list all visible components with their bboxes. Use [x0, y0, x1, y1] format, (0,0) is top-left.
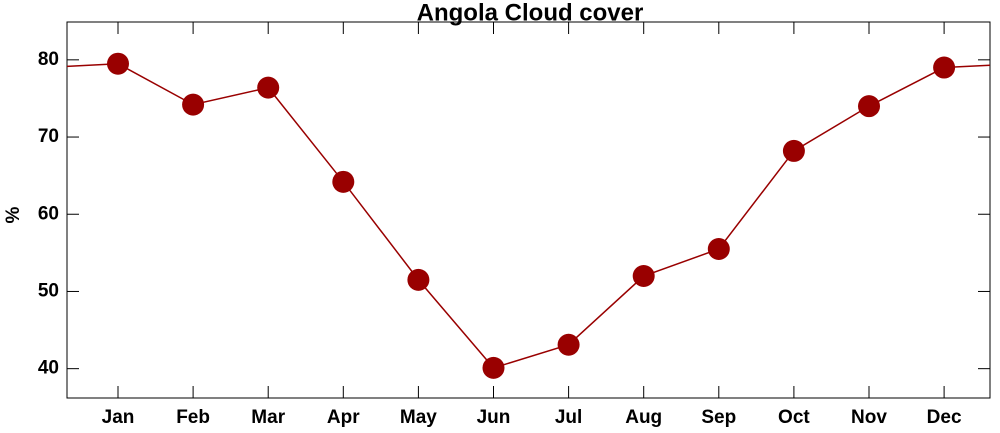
data-point — [407, 268, 430, 291]
data-point — [332, 170, 355, 193]
data-point — [182, 93, 205, 116]
data-point — [858, 95, 880, 118]
data-point — [107, 52, 129, 75]
chart-title: Angola Cloud cover — [417, 0, 644, 26]
series-line — [117, 63, 945, 369]
x-tick-label: Jun — [477, 407, 511, 428]
y-tick-label: 80 — [38, 49, 59, 70]
y-axis-label: % — [3, 206, 24, 223]
y-tick-label: 40 — [38, 358, 59, 379]
wrap-line — [67, 62, 119, 68]
data-point — [257, 76, 280, 99]
x-tick-label: Apr — [327, 407, 360, 428]
data-point — [557, 333, 580, 356]
data-point — [632, 265, 655, 288]
x-tick-label: Aug — [625, 407, 662, 428]
plot-area — [67, 62, 990, 69]
data-point — [782, 139, 805, 162]
x-tick-label: Oct — [778, 407, 810, 428]
x-tick-label: Feb — [176, 407, 210, 428]
plot-frame — [66, 21, 991, 399]
wrap-line — [944, 64, 990, 69]
data-point — [482, 356, 505, 379]
y-tick-label: 60 — [38, 203, 59, 224]
y-tick-label: 70 — [38, 126, 59, 147]
x-tick-label: May — [400, 407, 437, 428]
data-point — [707, 237, 730, 260]
x-tick-label: Sep — [701, 407, 736, 428]
x-tick-label: Nov — [851, 407, 887, 428]
x-tick-label: Jan — [102, 407, 135, 428]
data-point — [933, 56, 956, 79]
x-tick-label: Mar — [251, 407, 285, 428]
y-tick-label: 50 — [38, 280, 59, 301]
x-tick-label: Jul — [555, 407, 582, 428]
x-tick-label: Dec — [927, 407, 962, 428]
